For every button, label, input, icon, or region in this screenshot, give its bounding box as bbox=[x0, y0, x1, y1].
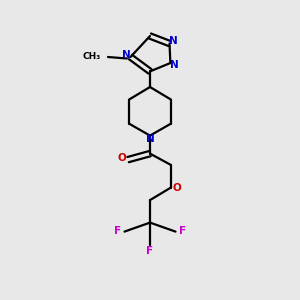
Text: F: F bbox=[146, 245, 154, 256]
Text: CH₃: CH₃ bbox=[82, 52, 100, 62]
Text: O: O bbox=[117, 153, 126, 164]
Text: N: N bbox=[169, 36, 178, 46]
Text: F: F bbox=[178, 226, 186, 236]
Text: O: O bbox=[172, 183, 181, 193]
Text: F: F bbox=[114, 226, 122, 236]
Text: N: N bbox=[170, 59, 179, 70]
Text: N: N bbox=[146, 134, 154, 144]
Text: N: N bbox=[122, 50, 130, 61]
